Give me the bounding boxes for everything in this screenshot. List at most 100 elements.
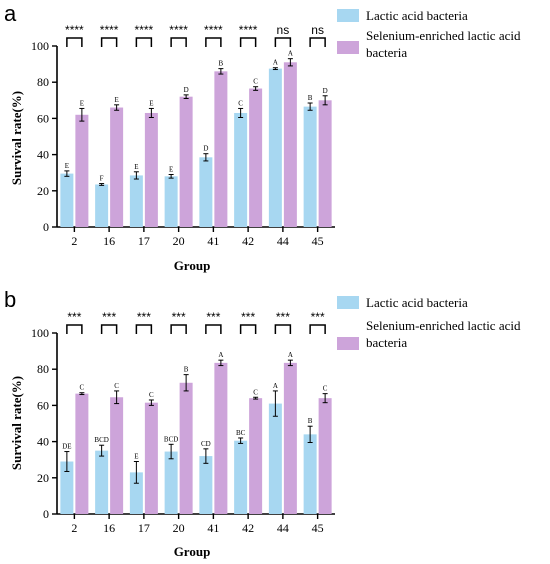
panel-b-letter: b xyxy=(4,287,16,312)
panel-b-legend-label-selab-line2: bacteria xyxy=(366,335,407,350)
panel-b-bar-lab xyxy=(268,403,282,514)
panel-b-bar-lab xyxy=(95,450,109,514)
panel-b-significance-letter: B xyxy=(184,366,189,374)
panel-a-y-tick-label: 40 xyxy=(37,148,49,162)
panel-a-significance-letter: C xyxy=(253,78,258,86)
panel-a-comparison-label: **** xyxy=(204,23,223,37)
panel-a-legend-label-selab-line1: Selenium-enriched lactic acid xyxy=(366,28,521,43)
panel-a-legend-label-lab: Lactic acid bacteria xyxy=(366,8,468,23)
panel-b-x-tick-label: 2 xyxy=(71,521,77,535)
panel-b-bar-selab xyxy=(110,397,124,514)
panel-a-comparison-bracket xyxy=(205,37,222,47)
panel-b-significance-letter: DE xyxy=(62,443,71,451)
panel-a-x-tick-label: 16 xyxy=(103,234,115,248)
panel-a-comparison-bracket xyxy=(239,37,257,47)
panel-a-y-tick-label: 80 xyxy=(37,75,49,89)
panel-a-x-axis-title: Group xyxy=(174,258,211,273)
panel-b-comparison-label: *** xyxy=(67,310,81,324)
panel-b-significance-letter: C xyxy=(323,385,328,393)
panel-a-significance-letter: E xyxy=(80,99,84,107)
panel-b-legend-label-selab-line1: Selenium-enriched lactic acid xyxy=(366,318,521,333)
panel-a-significance-letter: D xyxy=(323,87,328,95)
panel-b-bar-selab xyxy=(249,398,263,514)
panel-b-y-tick-label: 40 xyxy=(37,435,49,449)
panel-a-bar-lab xyxy=(268,68,282,227)
panel-a-x-tick-label: 42 xyxy=(242,234,254,248)
panel-a-comparison-label: **** xyxy=(135,23,154,37)
panel-b-bar-selab xyxy=(179,382,193,514)
panel-a-comparison-bracket xyxy=(100,37,118,47)
panel-b-y-tick-label: 0 xyxy=(43,507,49,521)
panel-b-comparison-bracket xyxy=(100,324,118,334)
panel-a-comparison-label: ns xyxy=(311,23,324,37)
panel-a-significance-letter: C xyxy=(238,99,243,107)
panel-b-x-axis-title: Group xyxy=(174,544,211,559)
panel-b-comparison-bracket xyxy=(274,324,292,334)
panel-b-comparison-bracket xyxy=(170,324,187,334)
panel-a-plot: 0 20 40 60 80 100 2 E E **** 16 F E **** 17 E E **** 20 E D *… xyxy=(31,23,335,248)
panel-b-comparison-label: *** xyxy=(102,310,116,324)
panel-a-y-axis-title: Survival rate(%) xyxy=(9,91,24,185)
panel-b-legend-label-lab: Lactic acid bacteria xyxy=(366,295,468,310)
panel-a-significance-letter: A xyxy=(288,50,293,58)
panel-b-significance-letter: C xyxy=(149,391,154,399)
panel-a-bar-lab xyxy=(95,184,109,227)
panel-a-letter: a xyxy=(4,1,17,26)
panel-a-comparison-label: **** xyxy=(65,23,84,37)
panel-b-significance-letter: C xyxy=(80,384,85,392)
panel-b-comparison-label: *** xyxy=(311,310,325,324)
panel-b-bar-selab xyxy=(75,393,89,514)
panel-b-significance-letter: C xyxy=(114,382,119,390)
panel-b-significance-letter: BCD xyxy=(164,435,178,443)
panel-a-significance-letter: E xyxy=(114,96,118,104)
panel-a-bar-lab xyxy=(129,175,143,227)
panel-b-x-tick-label: 16 xyxy=(103,521,115,535)
panel-b-plot: 0204060801002DEC***16BCDC***17EC***20BCD… xyxy=(31,310,335,535)
panel-a-significance-letter: B xyxy=(219,60,224,68)
panel-a-x-tick-label: 17 xyxy=(138,234,150,248)
panel-a-legend: Lactic acid bacteria Selenium-enriched l… xyxy=(337,8,521,60)
panel-a-bar-lab xyxy=(234,112,248,227)
panel-b: b Lactic acid bacteria Selenium-enriched… xyxy=(4,287,521,559)
panel-b-bar-lab xyxy=(199,456,213,514)
panel-b-significance-letter: A xyxy=(218,351,223,359)
panel-b-comparison-bracket xyxy=(239,324,257,334)
panel-b-comparison-label: *** xyxy=(241,310,255,324)
panel-a-legend-swatch-selab xyxy=(337,41,359,54)
panel-b-significance-letter: A xyxy=(288,351,293,359)
panel-b-significance-letter: E xyxy=(134,453,138,461)
panel-a-bar-selab xyxy=(144,112,158,227)
panel-a-bar-selab xyxy=(179,96,193,228)
panel-b-legend: Lactic acid bacteria Selenium-enriched l… xyxy=(337,295,521,350)
panel-a-bar-selab xyxy=(214,71,228,227)
panel-a-y-tick-label: 100 xyxy=(31,39,49,53)
panel-b-significance-letter: B xyxy=(308,417,313,425)
panel-a: a Lactic acid bacteria Selenium-enriched… xyxy=(4,1,521,273)
panel-a-bar-selab xyxy=(75,114,89,227)
panel-b-x-tick-label: 44 xyxy=(277,521,289,535)
panel-b-bar-lab xyxy=(129,472,143,514)
panel-b-y-tick-label: 80 xyxy=(37,362,49,376)
panel-a-x-tick-label: 2 xyxy=(71,234,77,248)
panel-b-significance-letter: C xyxy=(253,388,258,396)
panel-b-comparison-label: *** xyxy=(276,310,290,324)
panel-b-bar-lab xyxy=(234,440,248,514)
panel-b-comparison-bracket xyxy=(66,324,83,334)
panel-b-y-tick-label: 100 xyxy=(31,326,49,340)
panel-b-x-tick-label: 41 xyxy=(207,521,219,535)
panel-b-significance-letter: CD xyxy=(201,440,211,448)
panel-b-bar-selab xyxy=(318,398,332,514)
panel-a-y-tick-label: 20 xyxy=(37,184,49,198)
panel-a-significance-letter: E xyxy=(65,162,69,170)
panel-b-significance-letter: BC xyxy=(236,429,246,437)
panel-a-significance-letter: A xyxy=(273,59,278,67)
panel-a-legend-swatch-lab xyxy=(337,9,359,22)
panel-b-y-axis-title: Survival rate(%) xyxy=(9,376,24,470)
panel-b-bar-lab xyxy=(164,451,178,514)
panel-a-bar-selab xyxy=(110,107,124,227)
panel-a-significance-letter: D xyxy=(184,86,189,94)
panel-a-bar-selab xyxy=(318,100,332,227)
panel-a-comparison-bracket xyxy=(66,37,83,47)
panel-b-comparison-bracket xyxy=(205,324,222,334)
